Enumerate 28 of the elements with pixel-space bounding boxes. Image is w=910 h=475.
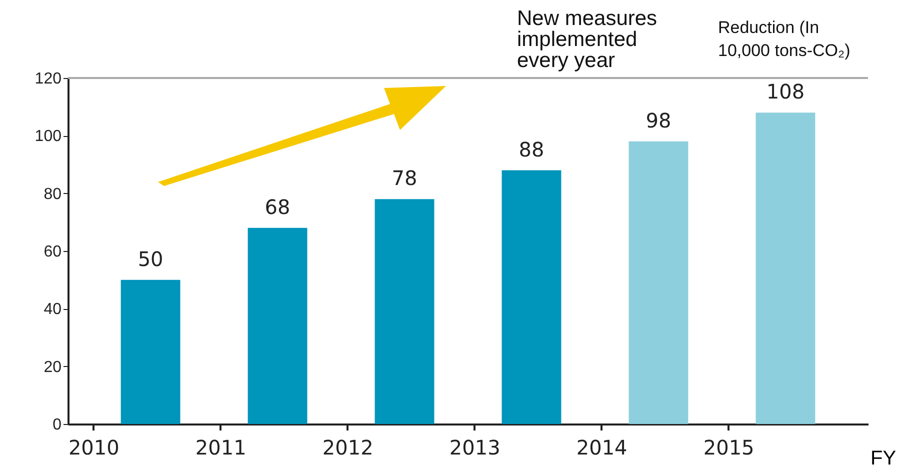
x-axis-title: FY xyxy=(870,448,896,470)
y-tick-label: 0 xyxy=(52,416,62,434)
y-tick-label: 20 xyxy=(44,358,62,376)
x-tick-label: 2014 xyxy=(576,436,628,460)
bar xyxy=(628,141,688,424)
y-tick-label: 80 xyxy=(44,186,62,203)
y-axis-title: Reduction (In 10,000 tons-CO₂) xyxy=(718,17,852,62)
text: New measures implemented every year xyxy=(517,7,658,72)
x-tick-label: 2010 xyxy=(68,436,120,460)
data-label: 98 xyxy=(646,108,672,132)
bar xyxy=(502,170,562,424)
bar xyxy=(120,280,180,424)
bar xyxy=(756,112,816,424)
y-tick-label: 120 xyxy=(34,70,62,88)
bar xyxy=(374,199,434,424)
data-label: 68 xyxy=(264,194,290,219)
bar xyxy=(248,228,308,424)
data-label: 50 xyxy=(138,246,164,271)
data-label: 88 xyxy=(518,137,544,162)
data-label: 78 xyxy=(392,166,418,190)
y-tick-label: 60 xyxy=(44,244,62,260)
y-tick-label: 100 xyxy=(34,128,62,146)
data-label: 108 xyxy=(766,80,805,104)
x-tick-label: 2011 xyxy=(195,436,246,460)
x-tick-label: 2013 xyxy=(449,436,500,460)
x-tick-label: 2012 xyxy=(322,436,374,460)
y-tick-label: 40 xyxy=(44,301,62,318)
x-tick-label: 2015 xyxy=(703,436,754,460)
